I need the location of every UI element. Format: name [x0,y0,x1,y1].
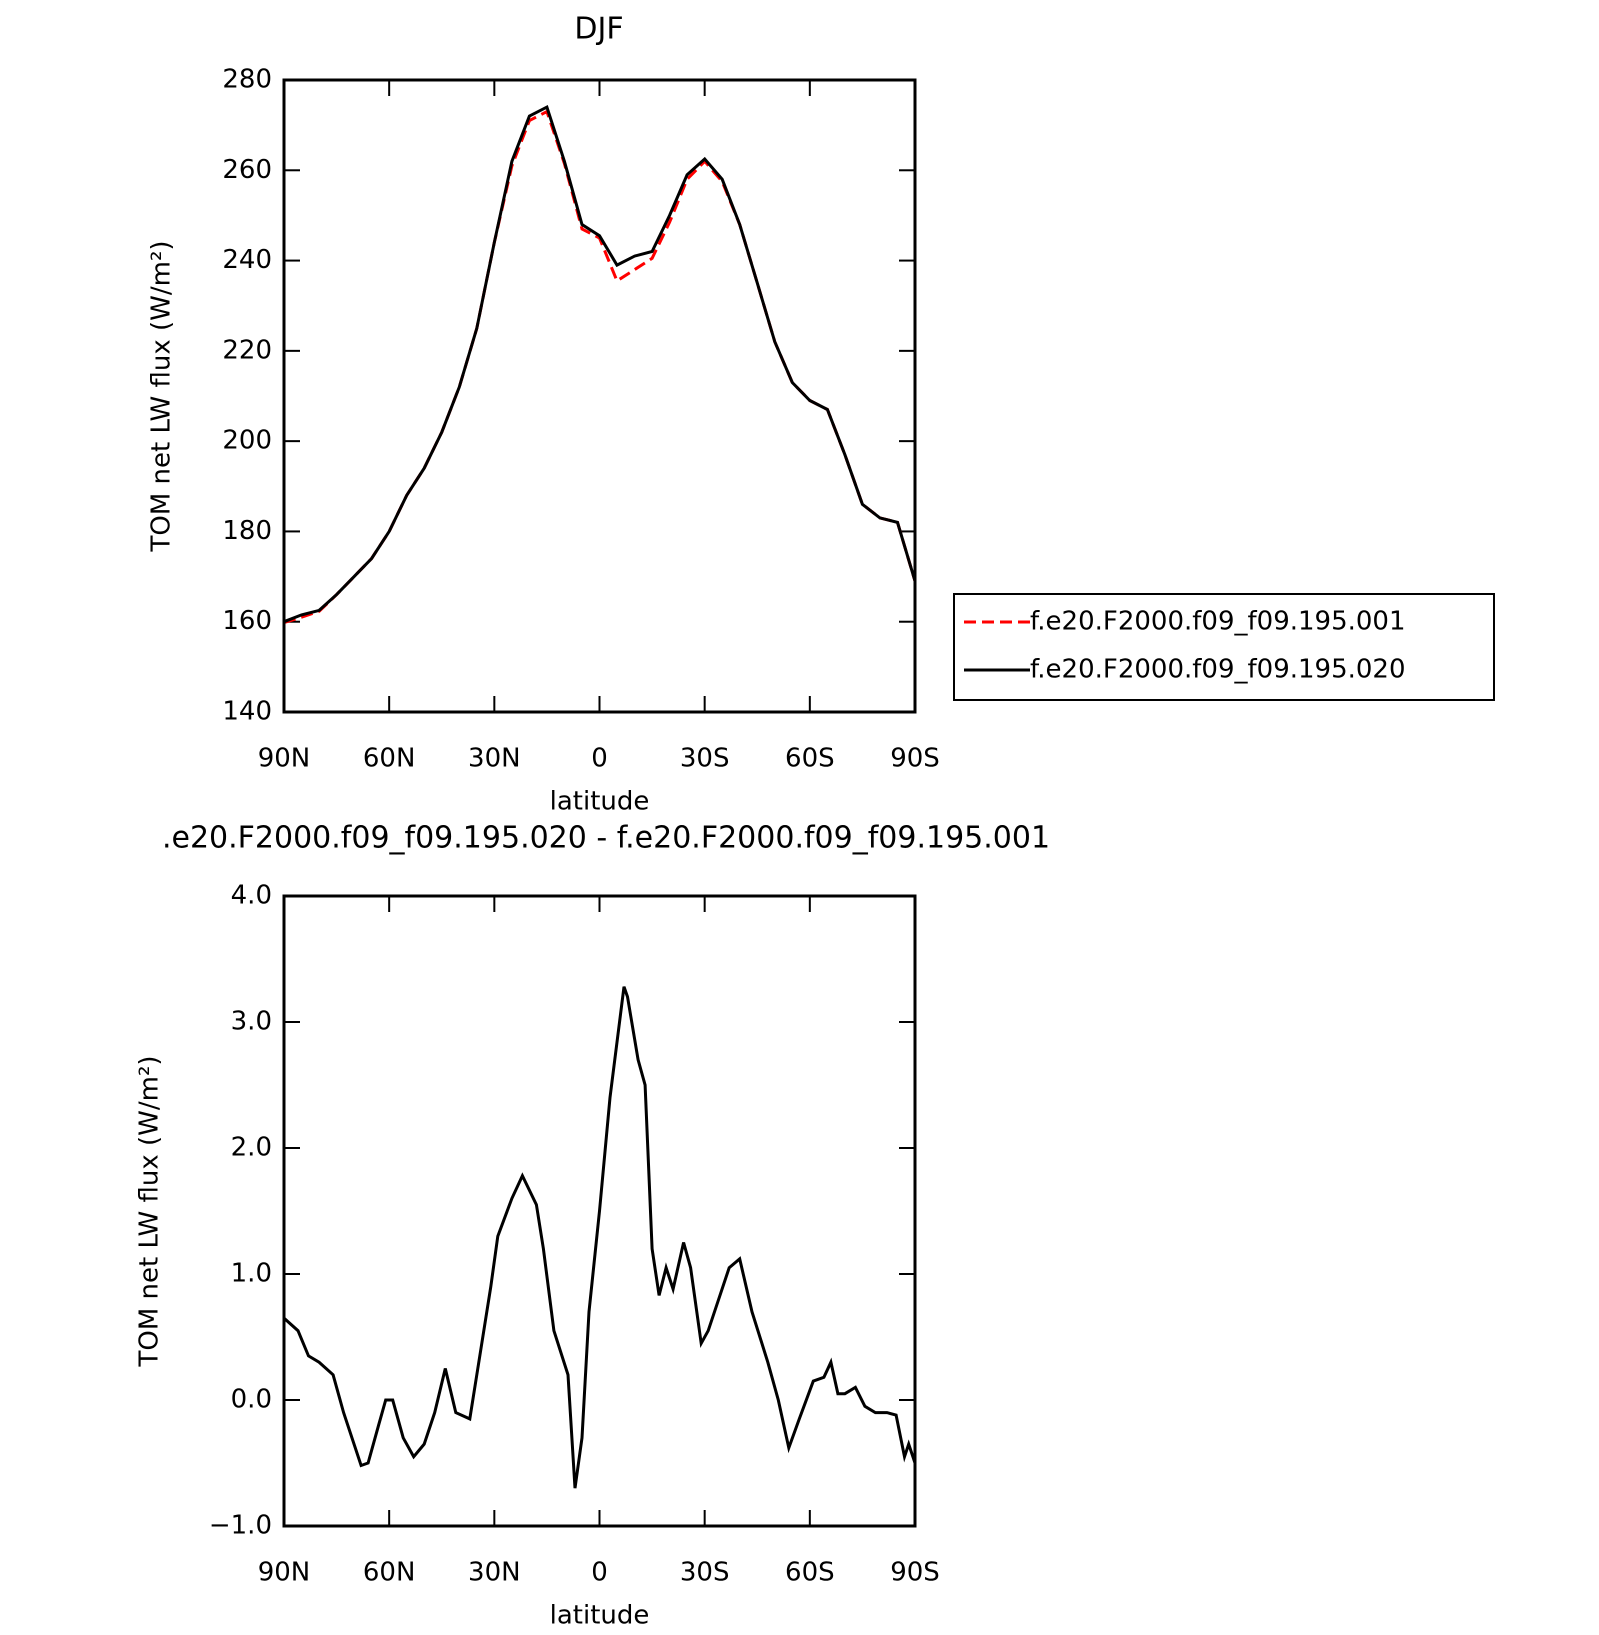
y-tick-label: 3.0 [231,1007,272,1037]
x-tick-label: 0 [591,1558,608,1588]
x-tick-label: 60S [785,744,835,774]
y-tick-label: 2.0 [231,1133,272,1163]
y-tick-label: 0.0 [231,1385,272,1415]
x-axis-label: latitude [550,1601,650,1631]
plot-frame [282,78,917,714]
x-tick-label: 60N [363,744,416,774]
legend-box [953,593,1495,701]
x-tick-label: 90S [890,1558,940,1588]
y-tick-label: 280 [222,65,272,95]
x-tick-label: 60S [785,1558,835,1588]
y-tick-label: 1.0 [231,1259,272,1289]
series-line [282,986,917,1489]
x-tick-label: 90N [258,744,311,774]
y-tick-label: 160 [222,606,272,636]
y-tick-label: 140 [222,697,272,727]
y-tick-label: 4.0 [231,881,272,911]
plot-frame [282,894,917,1528]
x-tick-label: 30N [468,1558,521,1588]
x-tick-label: 0 [591,744,608,774]
y-tick-label: 200 [222,426,272,456]
x-tick-label: 60N [363,1558,416,1588]
y-tick-label: −1.0 [209,1511,272,1541]
x-tick-label: 30S [680,744,730,774]
ticks [283,79,916,713]
y-axis-label: TOM net LW flux (W/m²) [147,240,177,552]
legend-label: f.e20.F2000.f09_f09.195.020 [1030,655,1406,685]
x-tick-label: 30N [468,744,521,774]
legend-label: f.e20.F2000.f09_f09.195.001 [1030,607,1406,637]
chart-title: .e20.F2000.f09_f09.195.020 - f.e20.F2000… [162,821,1050,856]
series-line [283,104,917,624]
x-axis-label: latitude [550,787,650,817]
x-tick-label: 90S [890,744,940,774]
x-tick-label: 90N [258,1558,311,1588]
y-tick-label: 180 [222,516,272,546]
y-tick-label: 260 [222,155,272,185]
x-tick-label: 30S [680,1558,730,1588]
y-axis-label: TOM net LW flux (W/m²) [135,1055,165,1367]
chart-title: DJF [574,12,623,47]
y-tick-label: 240 [222,245,272,275]
y-tick-label: 220 [222,335,272,365]
